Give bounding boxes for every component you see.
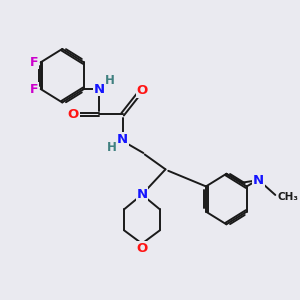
Text: O: O <box>136 242 148 255</box>
Text: H: H <box>105 74 115 87</box>
Text: CH₃: CH₃ <box>278 192 298 202</box>
Text: O: O <box>68 108 79 121</box>
Text: F: F <box>29 82 38 96</box>
Text: F: F <box>29 56 38 69</box>
Text: N: N <box>117 133 128 146</box>
Text: N: N <box>253 174 264 187</box>
Text: O: O <box>136 84 148 97</box>
Text: H: H <box>107 141 117 154</box>
Text: N: N <box>94 82 105 96</box>
Text: N: N <box>136 188 148 201</box>
